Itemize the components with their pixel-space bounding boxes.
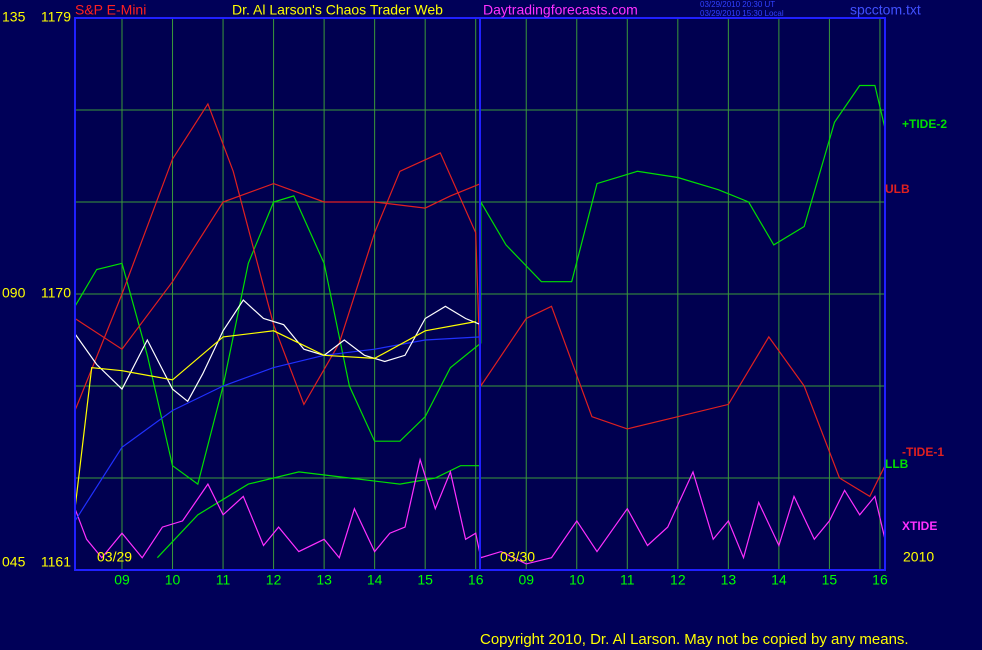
- series-label: +TIDE-2: [902, 117, 947, 131]
- grid: [75, 18, 885, 570]
- x-tick-label: 11: [620, 572, 635, 588]
- series-label: -TIDE-1: [902, 445, 944, 459]
- y2-tick-label: 045: [2, 554, 26, 570]
- x-tick-label: 16: [468, 572, 484, 588]
- x-tick-label: 12: [670, 572, 686, 588]
- x-tick-label: 15: [417, 572, 433, 588]
- copyright: Copyright 2010, Dr. Al Larson. May not b…: [480, 631, 909, 648]
- series-line: [74, 457, 886, 565]
- y-tick-label: 1170: [41, 285, 71, 301]
- series-line: [74, 336, 481, 522]
- x-tick-label: 10: [165, 572, 181, 588]
- series-lines: [74, 84, 886, 565]
- x-tick-label: 13: [316, 572, 332, 588]
- series-label: XTIDE: [902, 519, 937, 533]
- stamp-ut: 03/29/2010 20:30 UT: [700, 0, 775, 9]
- date-label: 03/29: [97, 549, 132, 565]
- chart-title: Dr. Al Larson's Chaos Trader Web: [232, 2, 443, 18]
- y-tick-label: 1161: [41, 554, 71, 570]
- y-tick-label: 1179: [41, 9, 71, 25]
- y2-tick-label: 090: [2, 285, 26, 301]
- series-label: ULB: [885, 182, 910, 196]
- x-tick-label: 11: [216, 572, 231, 588]
- series-line: [74, 321, 476, 509]
- x-tick-label: 10: [569, 572, 585, 588]
- series-line: [74, 102, 886, 498]
- y2-tick-label: 135: [2, 9, 26, 25]
- stamp-local: 03/29/2010 15:30 Local: [700, 9, 784, 18]
- series-line: [74, 84, 886, 486]
- date-label: 03/30: [500, 549, 535, 565]
- x-tick-label: 13: [721, 572, 737, 588]
- series-line: [156, 465, 481, 559]
- series-line: [74, 299, 482, 403]
- x-tick-label: 09: [518, 572, 534, 588]
- series-label: LLB: [885, 457, 909, 471]
- x-tick-label: 16: [872, 572, 888, 588]
- file-name: spcctom.txt: [850, 2, 921, 18]
- instrument: S&P E-Mini: [75, 2, 146, 18]
- year-label: 2010: [903, 549, 934, 565]
- x-tick-label: 09: [114, 572, 130, 588]
- x-tick-label: 14: [771, 572, 787, 588]
- site: Daytradingforecasts.com: [483, 2, 638, 18]
- series-line: [74, 182, 482, 351]
- x-tick-label: 15: [822, 572, 838, 588]
- x-tick-label: 12: [266, 572, 282, 588]
- x-tick-label: 14: [367, 572, 383, 588]
